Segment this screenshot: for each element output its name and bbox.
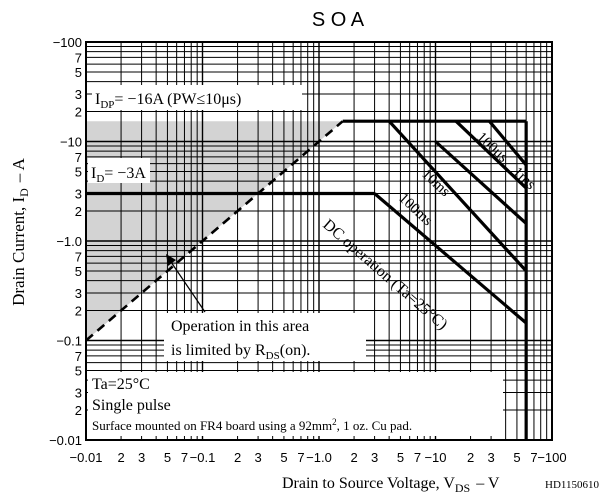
condition-pulse: Single pulse: [92, 397, 171, 414]
series-line-100ms: [387, 120, 528, 273]
x-tick-label: 7: [414, 450, 421, 465]
condition-ta: Ta=25°C: [92, 376, 150, 393]
id-label-bg: [88, 158, 150, 183]
y-tick-label: −100: [53, 35, 82, 50]
y-tick-label: 3: [75, 286, 82, 301]
x-tick-label: −0.1: [190, 450, 216, 465]
idp-label: IDP= −16A (PW≤10μs): [95, 91, 241, 111]
chart-title: S O A: [312, 9, 365, 31]
operation-note-line2: is limited by RDS(on).: [171, 342, 310, 362]
y-tick-label: 5: [75, 264, 82, 279]
doc-code: HD1150610: [545, 479, 599, 491]
y-tick-label: 5: [75, 164, 82, 179]
y-tick-label: 5: [75, 363, 82, 378]
series-line-dc: [373, 192, 528, 325]
idp-label-bg: [92, 85, 302, 110]
x-tick-label: 5: [280, 450, 287, 465]
y-tick-label: 3: [75, 386, 82, 401]
id-label: ID= −3A: [91, 165, 146, 185]
operation-note-arrowhead: [166, 254, 176, 266]
x-tick-label: 5: [164, 450, 171, 465]
y-tick-label: 2: [75, 403, 82, 418]
y-tick-label: 3: [75, 87, 82, 102]
x-tick-label: −100: [537, 450, 566, 465]
series-line-rdson-limit: [85, 120, 344, 342]
y-tick-label: −10: [60, 135, 82, 150]
x-tick-label: 5: [513, 450, 520, 465]
label-100ms: 100ms: [395, 190, 435, 229]
y-tick-label: 7: [75, 349, 82, 364]
x-tick-label: 3: [371, 450, 378, 465]
y-tick-label: 2: [75, 304, 82, 319]
condition-mounting: Surface mounted on FR4 board using a 92m…: [92, 417, 412, 433]
series-line-1ms: [454, 120, 528, 190]
x-tick-label: 3: [254, 450, 261, 465]
y-tick-label: −1.0: [56, 234, 82, 249]
y-tick-label: 2: [75, 204, 82, 219]
operation-note-bg: [164, 313, 366, 361]
x-tick-label: 7: [297, 450, 304, 465]
y-tick-label: 7: [75, 150, 82, 165]
x-tick-label: 5: [397, 450, 404, 465]
operation-note-line1: Operation in this area: [171, 318, 309, 335]
x-tick-label: 2: [467, 450, 474, 465]
x-tick-label: 3: [487, 450, 494, 465]
y-tick-label: 3: [75, 187, 82, 202]
x-tick-label: 2: [234, 450, 241, 465]
x-tick-label: 2: [350, 450, 357, 465]
y-tick-label: 7: [75, 249, 82, 264]
y-axis-label: Drain Current, ID– A: [9, 157, 31, 306]
y-tick-label: 7: [75, 50, 82, 65]
x-tick-label: 7: [530, 450, 537, 465]
series-line-100us: [488, 120, 528, 167]
conditions-bg: [88, 372, 503, 436]
y-tick-label: 5: [75, 65, 82, 80]
series-lines: [85, 119, 528, 440]
x-tick-label: 3: [138, 450, 145, 465]
x-tick-label: −0.01: [70, 450, 103, 465]
operation-note-pointer: [170, 261, 206, 313]
series-line-10ms: [434, 140, 528, 225]
x-axis-label: Drain to Source Voltage, VDS – V: [282, 475, 500, 495]
tick-labels: −0.01 2 3 5 7 −0.1 2 3 5 7 −1.0 2 3 5 7 −10 2 3 5 7 −100−100…: [49, 35, 567, 465]
x-tick-label: −1.0: [306, 450, 332, 465]
y-tick-label: −0.01: [49, 433, 82, 448]
y-tick-label: −0.1: [56, 334, 82, 349]
plot-frame: [85, 41, 553, 441]
x-tick-label: −10: [424, 450, 446, 465]
x-tick-label: 2: [117, 450, 124, 465]
x-tick-label: 7: [181, 450, 188, 465]
y-tick-label: 2: [75, 105, 82, 120]
